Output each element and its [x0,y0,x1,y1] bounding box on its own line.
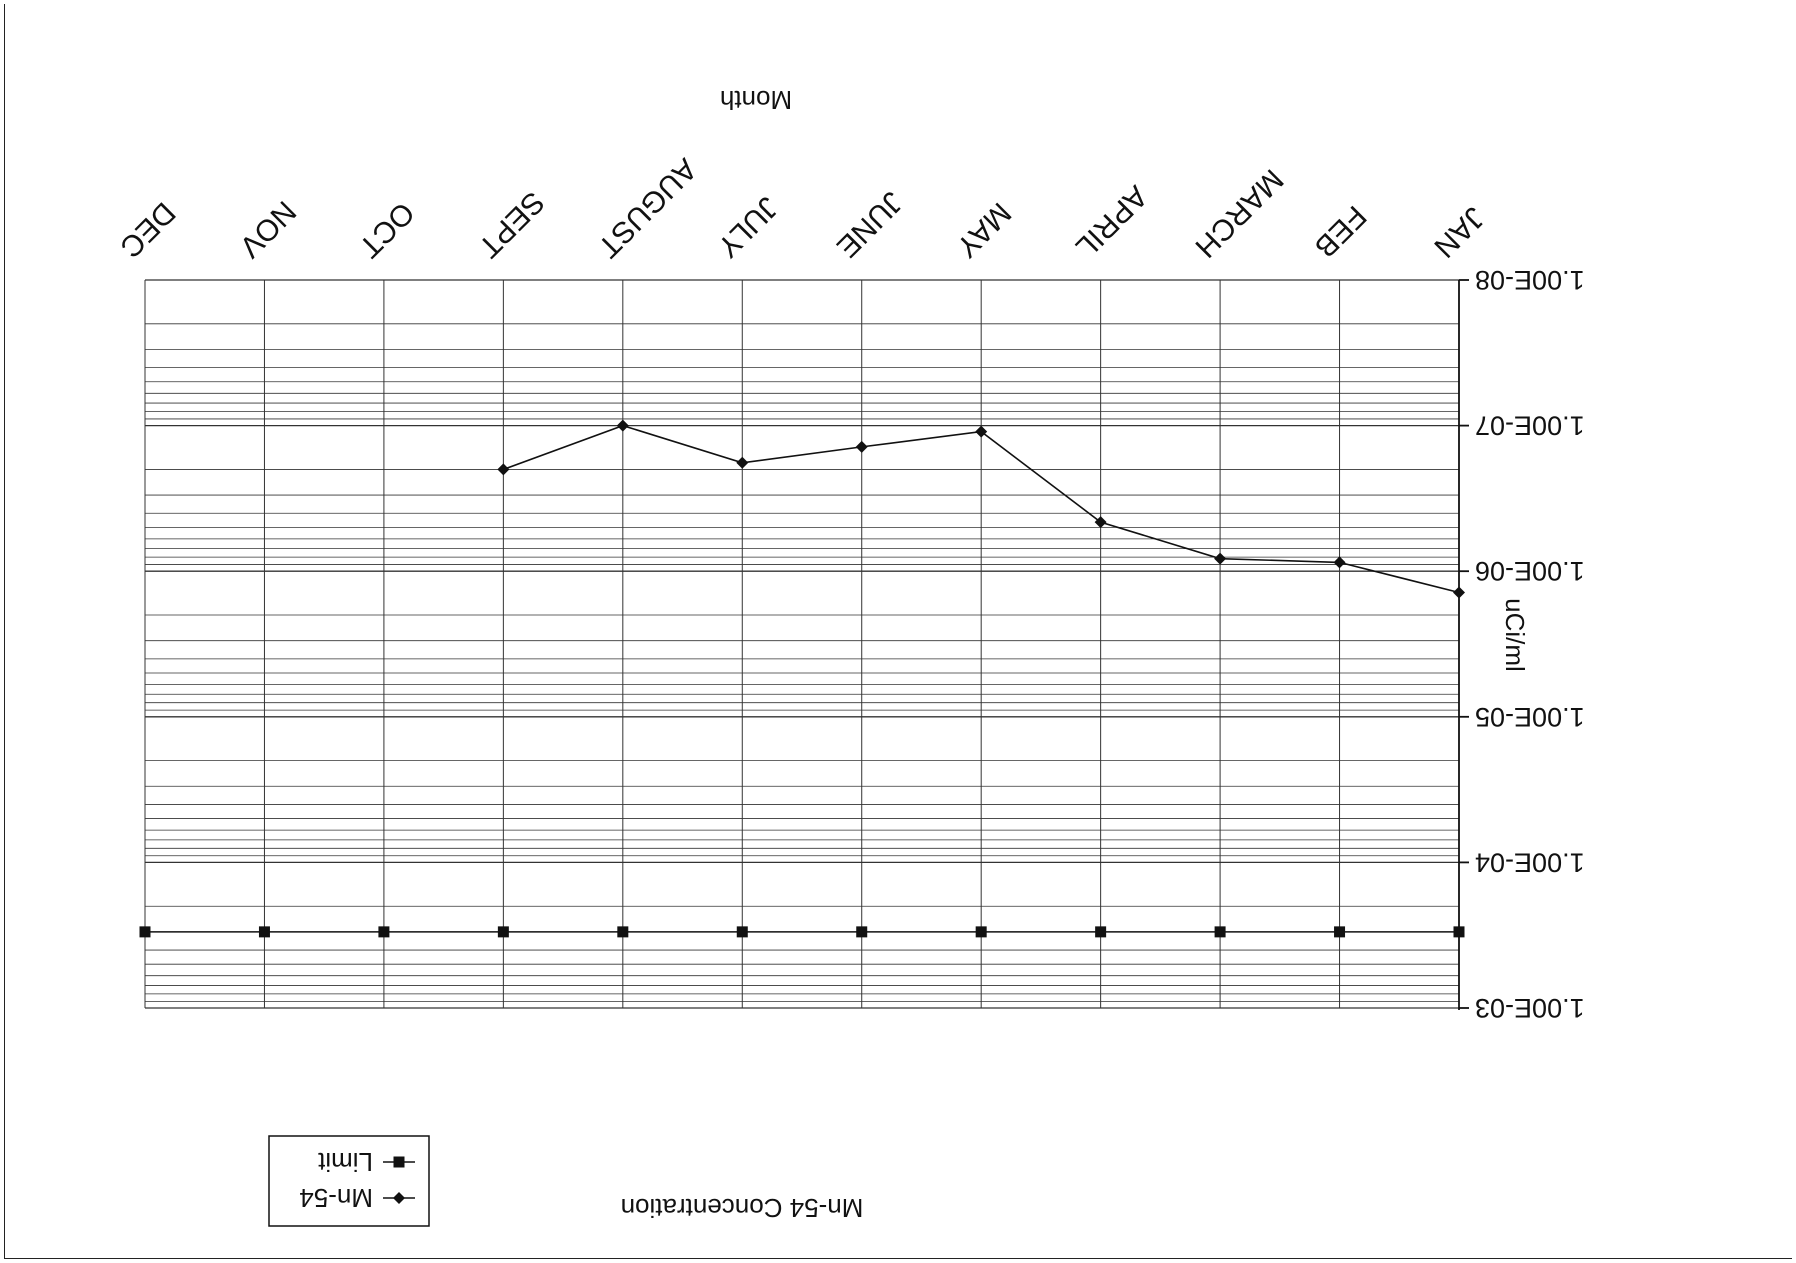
legend-box [268,1135,430,1227]
y-tick-label: 1.00E-08 [1475,265,1585,295]
axis-layer: 1.00E-08 1.00E-07 1.00E-06 1.00E-05 1.00E-04… [113,152,1584,1023]
data-point-mn-54 [616,419,629,432]
legend-marker [393,1192,405,1204]
data-point-limit [617,926,629,938]
x-tick-label: JULY [711,190,785,264]
x-tick-label: APRIL [1069,179,1154,264]
legend-marker [393,1156,405,1168]
x-tick-label: FEB [1308,199,1373,264]
legend-label: Mn-54 [299,1183,373,1213]
data-point-limit [258,926,270,938]
x-tick-label: AUGUST [591,152,703,264]
y-axis-title: uCi/ml [1500,598,1530,672]
data-point-mn-54 [1453,586,1465,599]
data-point-limit [1453,926,1465,938]
data-point-limit [497,926,509,938]
data-point-limit [736,926,748,938]
x-axis-title: Month [720,85,792,115]
x-tick-label: MARCH [1188,163,1289,264]
grid-layer [144,279,1460,1009]
y-tick-label: 1.00E-04 [1475,847,1585,877]
data-point-limit [975,926,987,938]
data-point-limit [1334,926,1346,938]
data-point-limit [378,926,390,938]
data-point-limit [1214,926,1226,938]
data-point-limit [856,926,868,938]
legend-label: Limit [317,1147,373,1177]
data-point-mn-54 [975,425,988,438]
data-point-limit [1095,926,1107,938]
legend-items: Mn-54 Limit [299,1147,415,1213]
x-tick-label: OCT [352,196,420,264]
data-point-mn-54 [736,456,749,469]
data-point-mn-54 [1094,516,1107,529]
y-tick-label: 1.00E-07 [1475,411,1585,441]
data-point-mn-54 [1214,552,1227,565]
x-tick-label: SEPT [472,185,551,264]
y-tick-label: 1.00E-03 [1475,993,1585,1023]
x-tick-label: DEC [113,196,181,264]
x-tick-label: NOV [233,194,302,263]
x-tick-label: JAN [1427,200,1490,263]
y-tick-label: 1.00E-06 [1475,556,1585,586]
legend: Mn-54 Limit [268,1135,430,1227]
data-point-limit [139,926,151,938]
series-layer [139,419,1465,938]
data-point-mn-54 [855,440,868,453]
x-tick-label: MAY [950,196,1018,264]
chart-title: Mn-54 Concentration [621,1193,864,1223]
data-point-mn-54 [1333,556,1346,569]
x-tick-label: JUNE [830,185,909,264]
data-point-mn-54 [497,463,510,476]
y-tick-label: 1.00E-05 [1475,702,1585,732]
